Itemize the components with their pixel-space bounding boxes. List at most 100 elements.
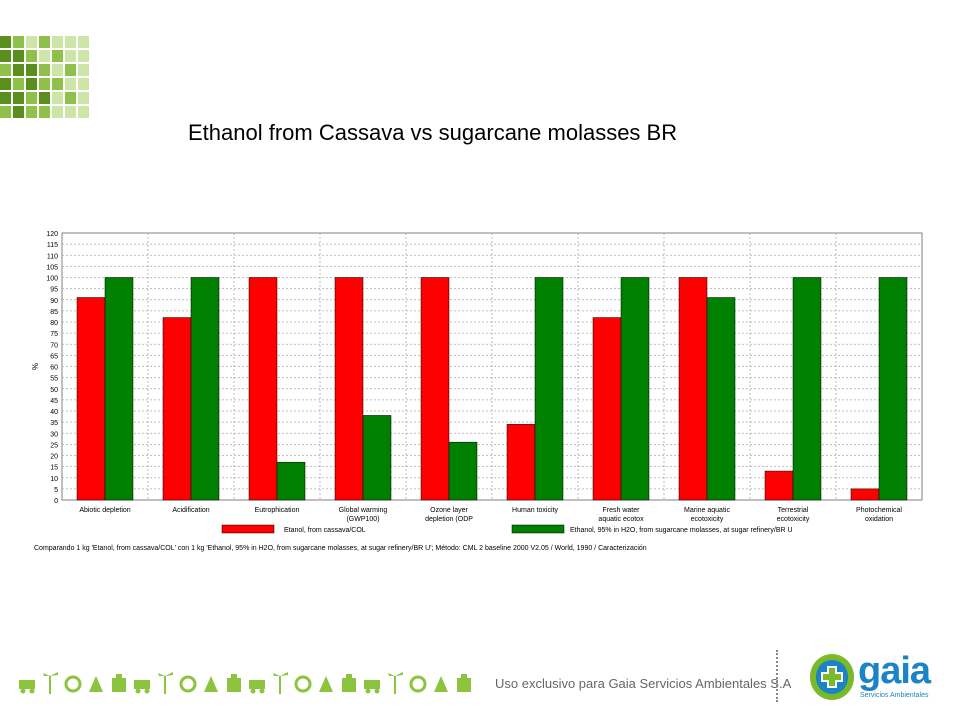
x-tick-label: Acidification xyxy=(172,507,209,514)
bar-sugarcane xyxy=(276,461,306,501)
x-tick-label: aquatic ecotox xyxy=(598,516,644,523)
mosaic-tile xyxy=(13,78,24,90)
mosaic-tile xyxy=(0,64,11,76)
gaia-subtitle: Servicios Ambientales xyxy=(860,692,929,699)
x-tick-label: Terrestrial xyxy=(778,507,809,514)
tree-icon xyxy=(227,674,241,692)
x-tick-label: Abiotic depletion xyxy=(79,507,130,514)
mosaic-tile xyxy=(52,36,63,48)
y-tick-label: 115 xyxy=(47,242,58,249)
mosaic-tile xyxy=(26,92,37,104)
mosaic-tile xyxy=(65,50,76,62)
mosaic-tile xyxy=(52,106,63,118)
y-tick-label: 0 xyxy=(54,498,58,505)
footer-text: Uso exclusivo para Gaia Servicios Ambien… xyxy=(495,676,792,691)
mosaic-tile xyxy=(78,50,89,62)
y-tick-label: 5 xyxy=(54,487,58,494)
mosaic-tile xyxy=(26,50,37,62)
x-tick-label: ecotoxicity xyxy=(777,516,810,523)
y-tick-label: 45 xyxy=(50,398,58,405)
legend-swatch xyxy=(511,524,565,534)
mosaic-tile xyxy=(13,92,24,104)
bar-cassava xyxy=(162,317,192,501)
car-icon xyxy=(388,672,403,694)
mosaic-tile xyxy=(13,64,24,76)
boat-icon xyxy=(457,674,471,692)
y-tick-label: 105 xyxy=(46,264,58,271)
mosaic-tile xyxy=(78,78,89,90)
bus-icon xyxy=(273,672,288,694)
y-tick-label: 100 xyxy=(46,276,58,283)
x-tick-label: Ozone layer xyxy=(430,507,468,514)
mosaic-tile xyxy=(78,92,89,104)
mosaic-tile xyxy=(52,78,63,90)
house-icon xyxy=(319,676,333,692)
y-tick-label: 95 xyxy=(50,287,58,294)
x-tick-label: oxidation xyxy=(865,516,893,523)
bar-cassava xyxy=(678,277,708,501)
mosaic-tile xyxy=(26,64,37,76)
footer-icon-strip xyxy=(19,672,471,694)
mosaic-tile xyxy=(39,50,50,62)
mosaic-tile xyxy=(0,36,11,48)
mosaic-tile xyxy=(13,50,24,62)
footer-separator xyxy=(776,650,778,702)
y-axis-label: % xyxy=(31,363,40,370)
x-tick-label: Human toxicity xyxy=(512,507,558,514)
mosaic-tile xyxy=(26,78,37,90)
truck-icon xyxy=(19,680,35,694)
legend-label: Ethanol, 95% in H2O, from sugarcane mola… xyxy=(570,527,793,534)
bar-cassava xyxy=(764,470,794,501)
cart-icon xyxy=(134,680,150,694)
x-tick-label: (GWP100) xyxy=(346,516,379,523)
mosaic-tile xyxy=(0,50,11,62)
recycle-icon xyxy=(64,675,82,693)
mosaic-tile xyxy=(13,106,24,118)
bin-icon xyxy=(158,672,173,694)
bar-sugarcane xyxy=(706,297,736,501)
plane-icon xyxy=(204,676,218,692)
bar-sugarcane xyxy=(104,277,134,501)
gaia-wordmark: gaia xyxy=(858,650,931,692)
factory-icon xyxy=(112,674,126,692)
mosaic-tile xyxy=(39,92,50,104)
mosaic-tile xyxy=(65,92,76,104)
mosaic-tile xyxy=(52,50,63,62)
bicycle-icon xyxy=(294,675,312,693)
bar-sugarcane xyxy=(362,415,392,501)
x-tick-label: Marine aquatic xyxy=(684,507,730,514)
mosaic-tile xyxy=(26,106,37,118)
mosaic-tile xyxy=(13,36,24,48)
bar-sugarcane xyxy=(190,277,220,501)
slide-title: Ethanol from Cassava vs sugarcane molass… xyxy=(188,120,678,145)
plant-icon xyxy=(89,676,103,692)
x-tick-label: depletion (ODP xyxy=(425,516,473,523)
chart-caption: Comparando 1 kg 'Etanol, from cassava/CO… xyxy=(34,545,647,552)
y-tick-label: 65 xyxy=(50,353,58,360)
y-tick-label: 40 xyxy=(50,409,58,416)
gaia-cross-icon xyxy=(810,654,854,700)
mosaic-tile xyxy=(26,36,37,48)
y-tick-label: 60 xyxy=(50,365,58,372)
y-tick-label: 20 xyxy=(50,454,58,461)
y-tick-label: 90 xyxy=(50,298,58,305)
globe-icon xyxy=(342,674,356,692)
palm-icon xyxy=(179,675,197,693)
mosaic-tile xyxy=(65,78,76,90)
y-tick-label: 120 xyxy=(46,231,58,238)
y-tick-label: 15 xyxy=(50,465,58,472)
green-mosaic-decoration xyxy=(0,36,89,118)
y-tick-label: 80 xyxy=(50,320,58,327)
bulb-icon xyxy=(249,680,265,694)
wrench-icon xyxy=(409,675,427,693)
x-tick-label: Global warming xyxy=(339,507,388,514)
y-tick-label: 85 xyxy=(50,309,58,316)
bar-sugarcane xyxy=(878,277,908,501)
bar-sugarcane xyxy=(534,277,564,501)
y-tick-label: 30 xyxy=(50,431,58,438)
bar-chart: 0 5 10 15 20 25 30 35 40 45 50 55 60 65 70 75 80 85 90 95 10… xyxy=(31,231,923,552)
y-tick-label: 110 xyxy=(47,253,58,260)
y-tick-label: 25 xyxy=(50,442,58,449)
x-tick-label: Eutrophication xyxy=(255,507,300,514)
mosaic-tile xyxy=(78,106,89,118)
